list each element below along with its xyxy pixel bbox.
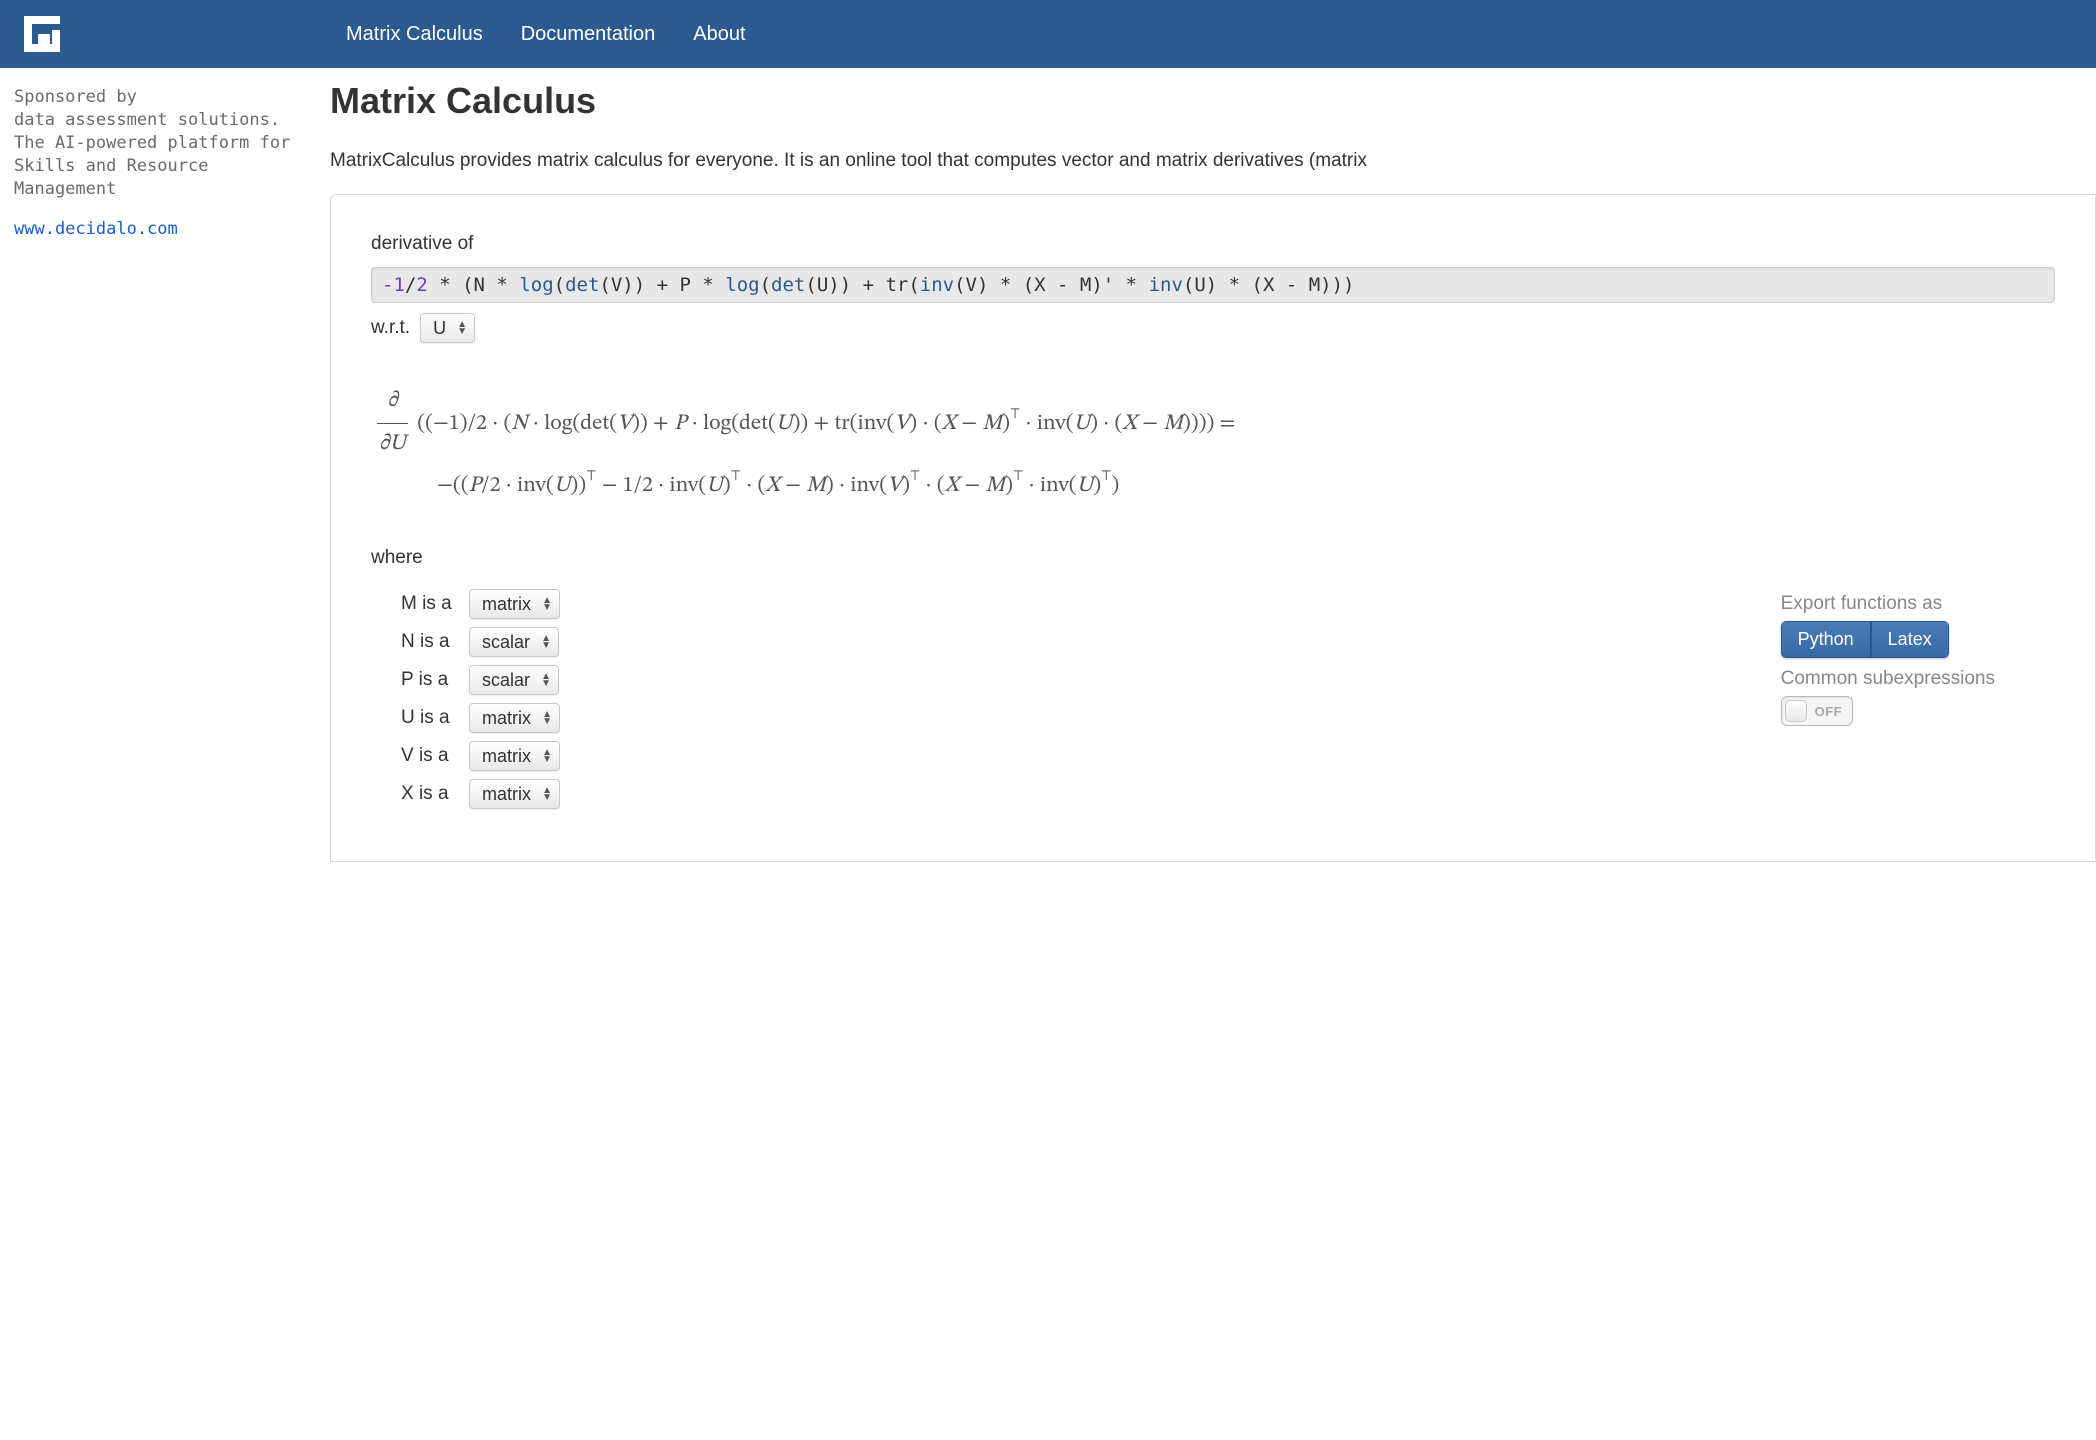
- var-row-p: P is ascalar▲▼: [401, 669, 560, 691]
- nav-about[interactable]: About: [693, 23, 745, 46]
- sponsor-sidebar: Sponsored by data assessment solutions. …: [0, 68, 330, 902]
- var-row-u: U is amatrix▲▼: [401, 707, 560, 729]
- var-type-select[interactable]: scalar: [469, 627, 559, 657]
- intro-text: MatrixCalculus provides matrix calculus …: [330, 150, 2096, 172]
- toggle-knob-icon: [1785, 700, 1807, 722]
- header-bar: Matrix Calculus Documentation About: [0, 0, 2096, 68]
- var-type-select[interactable]: matrix: [469, 589, 560, 619]
- var-label: P is a: [401, 669, 461, 691]
- export-button-group: Python Latex: [1781, 621, 1949, 658]
- math-result: ∂∂U ((−1)/2 · (N · log(det(V)) + P · log…: [371, 381, 2055, 507]
- sponsor-link[interactable]: www.decidalo.com: [14, 219, 316, 239]
- nav-links: Matrix Calculus Documentation About: [346, 23, 746, 46]
- cse-toggle[interactable]: OFF: [1781, 696, 1854, 726]
- var-type-select[interactable]: scalar: [469, 665, 559, 695]
- export-label: Export functions as: [1781, 593, 1995, 615]
- var-row-n: N is ascalar▲▼: [401, 631, 560, 653]
- wrt-label: w.r.t.: [371, 317, 410, 339]
- calculator-panel: derivative of -1/2 * (N * log(det(V)) + …: [330, 194, 2096, 862]
- expression-input[interactable]: -1/2 * (N * log(det(V)) + P * log(det(U)…: [371, 267, 2055, 303]
- export-latex-button[interactable]: Latex: [1871, 621, 1949, 658]
- variable-rows: M is amatrix▲▼N is ascalar▲▼P is ascalar…: [371, 593, 560, 821]
- var-type-select[interactable]: matrix: [469, 779, 560, 809]
- derivative-of-label: derivative of: [371, 233, 2055, 255]
- page-title: Matrix Calculus: [330, 80, 2096, 122]
- var-type-select[interactable]: matrix: [469, 703, 560, 733]
- nav-documentation[interactable]: Documentation: [521, 23, 656, 46]
- logo-icon[interactable]: [18, 10, 66, 58]
- cse-label: Common subexpressions: [1781, 668, 1995, 690]
- wrt-select[interactable]: U: [420, 313, 475, 343]
- var-label: N is a: [401, 631, 461, 653]
- export-column: Export functions as Python Latex Common …: [1781, 593, 2055, 727]
- main-content: Matrix Calculus MatrixCalculus provides …: [330, 68, 2096, 902]
- var-label: U is a: [401, 707, 461, 729]
- export-python-button[interactable]: Python: [1781, 621, 1871, 658]
- var-row-m: M is amatrix▲▼: [401, 593, 560, 615]
- where-label: where: [371, 547, 2055, 569]
- toggle-state: OFF: [1815, 704, 1843, 719]
- var-label: X is a: [401, 783, 461, 805]
- var-row-v: V is amatrix▲▼: [401, 745, 560, 767]
- var-type-select[interactable]: matrix: [469, 741, 560, 771]
- sponsor-text: Sponsored by data assessment solutions. …: [14, 86, 316, 201]
- nav-matrix-calculus[interactable]: Matrix Calculus: [346, 23, 483, 46]
- var-label: V is a: [401, 745, 461, 767]
- var-label: M is a: [401, 593, 461, 615]
- var-row-x: X is amatrix▲▼: [401, 783, 560, 805]
